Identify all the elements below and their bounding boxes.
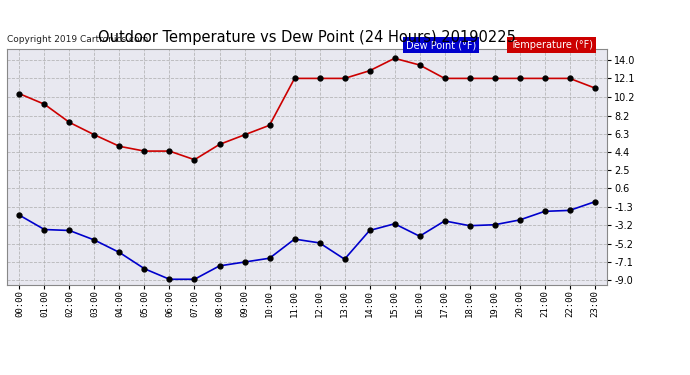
Text: Copyright 2019 Cartronics.com: Copyright 2019 Cartronics.com xyxy=(7,35,148,44)
Title: Outdoor Temperature vs Dew Point (24 Hours) 20190225: Outdoor Temperature vs Dew Point (24 Hou… xyxy=(98,30,516,45)
Text: Temperature (°F): Temperature (°F) xyxy=(510,40,593,50)
Text: Dew Point (°F): Dew Point (°F) xyxy=(406,40,476,50)
